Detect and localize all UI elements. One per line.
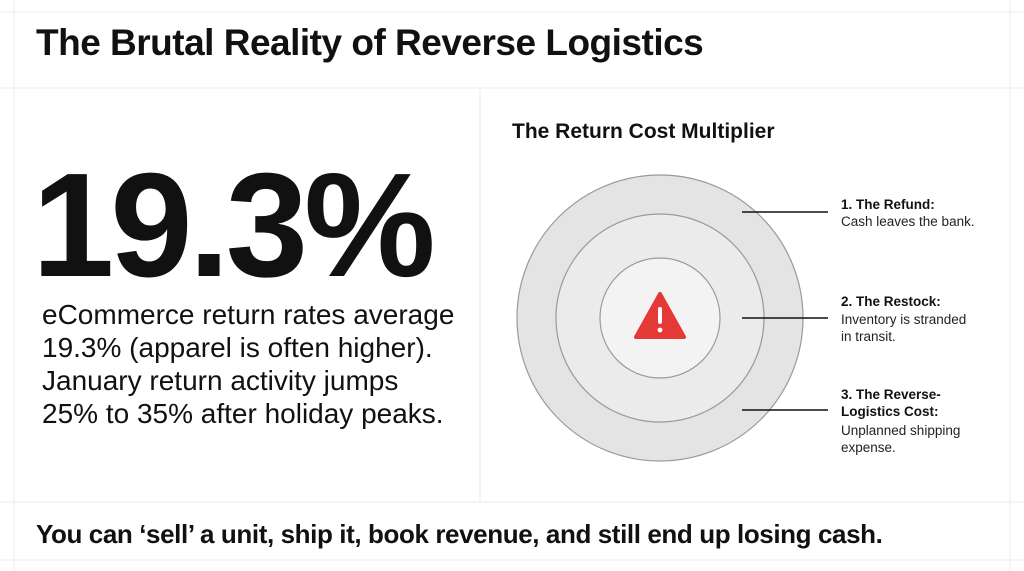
return-rate-description: eCommerce return rates average 19.3% (ap… xyxy=(42,299,455,429)
footer-takeaway: You can ‘sell’ a unit, ship it, book rev… xyxy=(36,519,883,549)
layer-title: 2. The Restock: xyxy=(841,294,941,309)
layer-description: Inventory is stranded xyxy=(841,312,967,327)
layer-title: Logistics Cost: xyxy=(841,404,939,419)
return-cost-rings xyxy=(516,174,828,462)
warning-triangle-icon xyxy=(634,292,686,339)
diagram-title: The Return Cost Multiplier xyxy=(512,120,775,143)
return-rate-stat: 19.3% xyxy=(32,143,436,308)
layer-title: 3. The Reverse- xyxy=(841,387,941,402)
layer-description: expense. xyxy=(841,440,896,455)
layer-description: Unplanned shipping xyxy=(841,423,961,438)
layer-title: 1. The Refund: xyxy=(841,197,935,212)
page-title: The Brutal Reality of Reverse Logistics xyxy=(36,22,704,63)
layer-description: in transit. xyxy=(841,329,896,344)
layer-description: Cash leaves the bank. xyxy=(841,214,975,229)
